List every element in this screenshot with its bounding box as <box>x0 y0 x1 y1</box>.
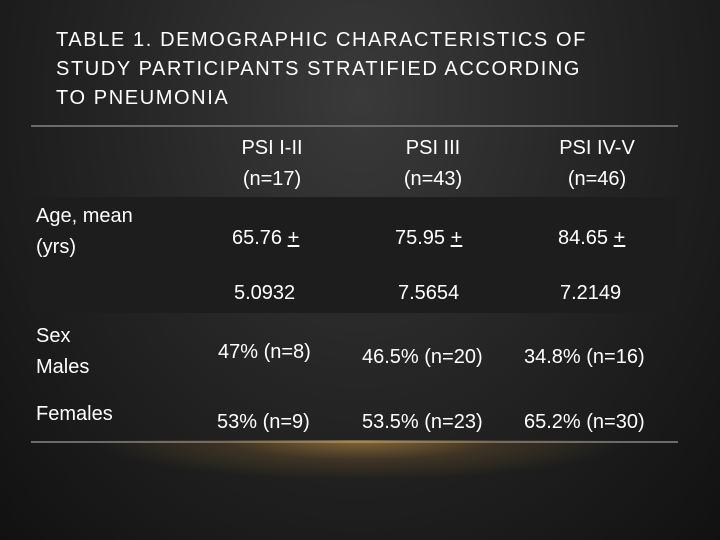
males-psi-1-2: 47% (n=8) <box>218 341 311 363</box>
age-mean-psi-1-2: 65.76 + <box>232 227 300 249</box>
females-psi-1-2: 53% (n=9) <box>217 411 310 433</box>
plus-minus-sign: + <box>450 227 463 249</box>
header-psi-4-5: PSI IV-V (n=46) <box>559 137 635 190</box>
table-bottom-rule <box>31 441 678 443</box>
females-psi-4-5: 65.2% (n=30) <box>524 411 645 433</box>
age-sd-psi-4-5: 7.2149 <box>560 282 622 304</box>
age-label: Age, mean (yrs) <box>36 205 133 258</box>
title-line-3: TO PNEUMONIA <box>56 87 230 109</box>
plus-minus-sign: + <box>287 227 300 249</box>
females-label: Females <box>36 403 113 425</box>
males-psi-3: 46.5% (n=20) <box>362 346 483 368</box>
age-mean-psi-3: 75.95 + <box>395 227 463 249</box>
decorative-glow <box>90 440 630 480</box>
header-psi-1-2: PSI I-II (n=17) <box>241 137 303 190</box>
table-top-rule <box>31 125 678 127</box>
age-sd-psi-1-2: 5.0932 <box>234 282 296 304</box>
slide-title: TABLE 1. DEMOGRAPHIC CHARACTERISTICS OF … <box>56 26 676 113</box>
plus-minus-sign: + <box>613 227 626 249</box>
females-psi-3: 53.5% (n=23) <box>362 411 483 433</box>
table-row-sex: Sex Males 47% (n=8) 46.5% (n=20) 34.8% (… <box>31 313 678 441</box>
age-mean-psi-4-5: 84.65 + <box>558 227 626 249</box>
demographics-table: PSI I-II (n=17) PSI III (n=43) PSI IV-V … <box>31 125 678 443</box>
title-line-2: STUDY PARTICIPANTS STRATIFIED ACCORDING <box>56 58 582 80</box>
header-psi-3: PSI III (n=43) <box>403 137 463 190</box>
table-row-age: Age, mean (yrs) 65.76 + 75.95 + 84.65 + … <box>31 197 678 313</box>
title-line-1: TABLE 1. DEMOGRAPHIC CHARACTERISTICS OF <box>56 29 587 51</box>
age-sd-psi-3: 7.5654 <box>398 282 460 304</box>
sex-males-label: Sex Males <box>36 325 90 378</box>
header-row: PSI I-II (n=17) PSI III (n=43) PSI IV-V … <box>31 127 678 197</box>
males-psi-4-5: 34.8% (n=16) <box>524 346 645 368</box>
